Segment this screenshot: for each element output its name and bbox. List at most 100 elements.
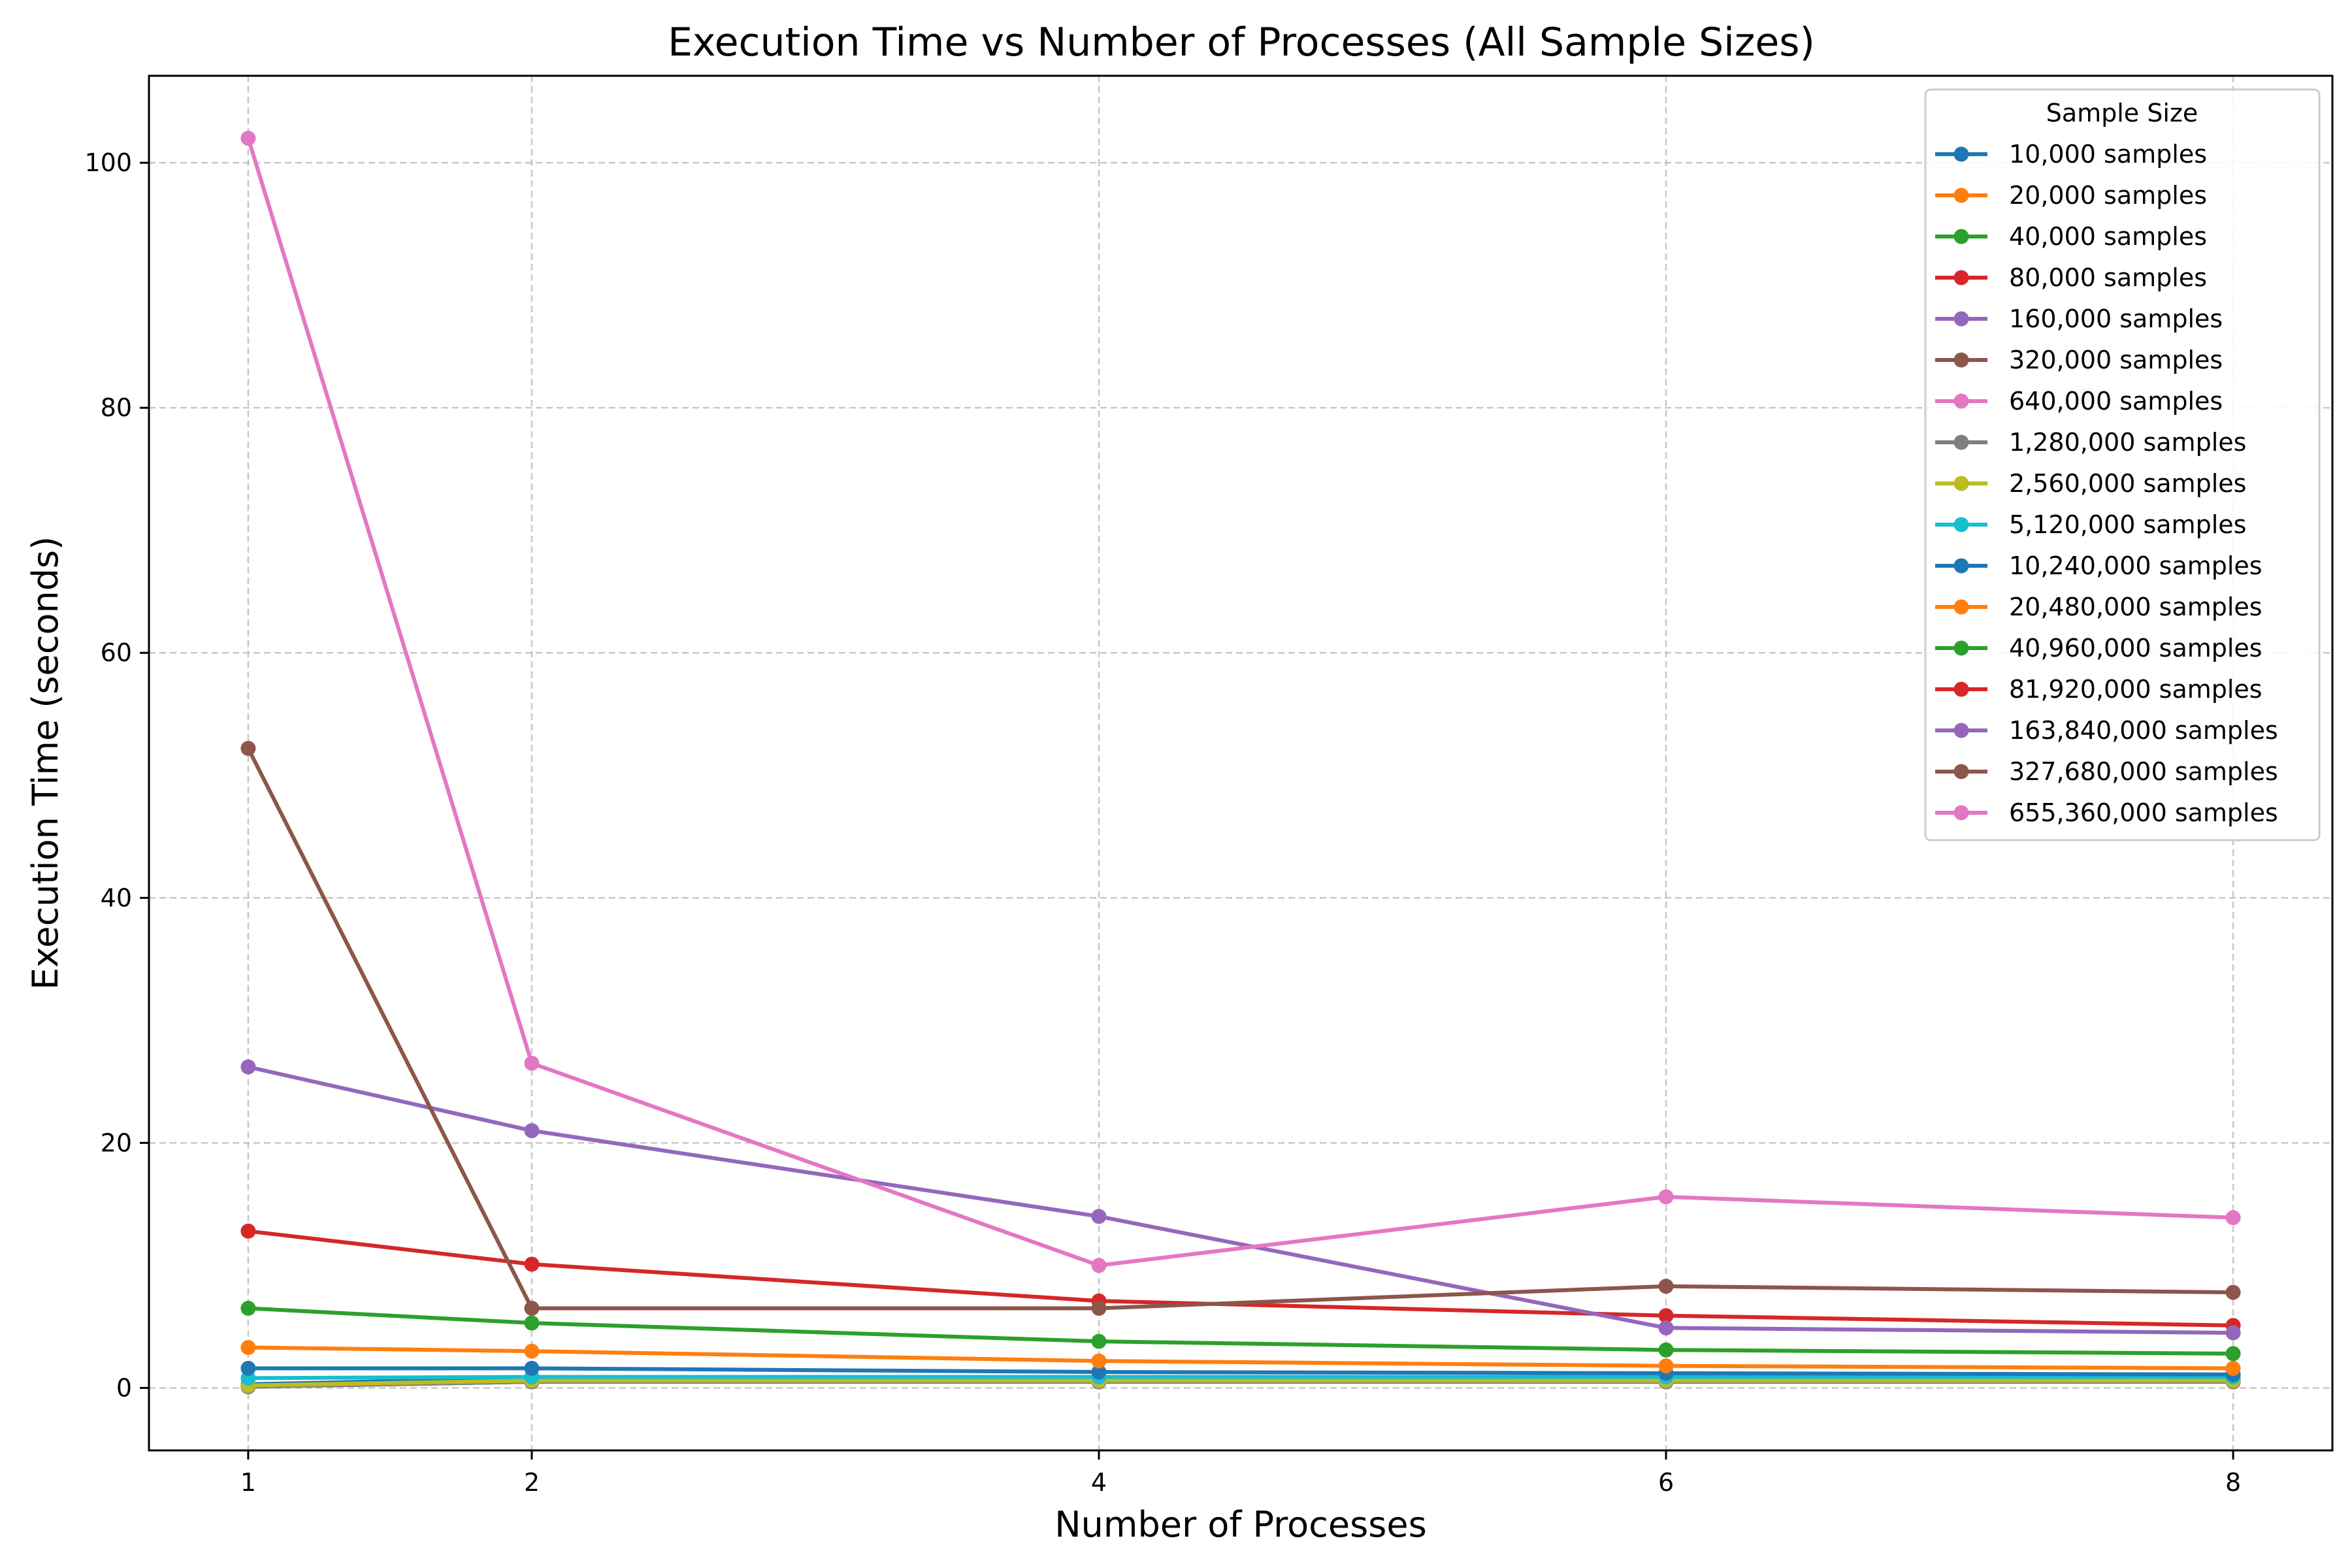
legend-label: 1,280,000 samples: [2009, 428, 2246, 457]
y-axis-label: Execution Time (seconds): [25, 536, 66, 990]
data-point: [524, 1315, 540, 1331]
legend-label: 10,000 samples: [2009, 140, 2207, 169]
series-15: [240, 1059, 2241, 1341]
data-point: [524, 1343, 540, 1359]
data-point: [1091, 1258, 1107, 1273]
legend-entries: 10,000 samples 20,000 samples 40,000 sampl…: [1935, 140, 2278, 827]
chart-title: Execution Time vs Number of Processes (A…: [668, 20, 1815, 65]
data-point: [240, 1339, 256, 1355]
plot-area-frame: [148, 74, 2334, 1452]
x-tick-label: 6: [1658, 1468, 1674, 1497]
legend-entry: 81,920,000 samples: [1935, 675, 2262, 704]
data-point: [2225, 1210, 2241, 1226]
legend-swatch-marker: [1953, 146, 1969, 162]
legend-entry: 80,000 samples: [1935, 263, 2207, 292]
x-tick-label: 8: [2225, 1468, 2241, 1497]
series-line: [248, 1375, 2234, 1380]
series-12: [240, 1339, 2241, 1376]
legend-swatch-marker: [1953, 558, 1969, 574]
data-point: [1091, 1300, 1107, 1316]
legend-swatch-marker: [1953, 434, 1969, 450]
legend-entry: 2,560,000 samples: [1935, 469, 2246, 498]
x-axis-label: Number of Processes: [1054, 1504, 1427, 1545]
legend-swatch-marker: [1953, 393, 1969, 409]
legend-swatch-marker: [1953, 681, 1969, 697]
legend: Sample Size 10,000 samples 20,000 samples…: [1924, 88, 2321, 841]
legend-label: 2,560,000 samples: [2009, 469, 2246, 498]
legend-swatch-marker: [1953, 517, 1969, 532]
y-tick-label: 100: [84, 148, 132, 177]
data-point: [524, 1123, 540, 1139]
legend-label: 81,920,000 samples: [2009, 675, 2262, 704]
legend-entry: 10,000 samples: [1935, 140, 2207, 169]
y-tick-label: 80: [101, 393, 132, 422]
x-tick-label: 2: [524, 1468, 540, 1497]
legend-entry: 163,840,000 samples: [1935, 716, 2278, 745]
data-point: [1091, 1353, 1107, 1369]
data-point: [1658, 1320, 1674, 1335]
series-16: [240, 740, 2241, 1316]
data-point: [2225, 1325, 2241, 1341]
legend-swatch-marker: [1953, 723, 1969, 738]
legend-swatch-marker: [1953, 764, 1969, 779]
legend-swatch-marker: [1953, 599, 1969, 615]
legend-swatch-marker: [1953, 805, 1969, 821]
data-point: [524, 1300, 540, 1316]
data-point: [1658, 1308, 1674, 1324]
legend-swatch-marker: [1953, 352, 1969, 368]
data-point: [1658, 1358, 1674, 1374]
data-point: [2225, 1360, 2241, 1376]
data-point: [524, 1256, 540, 1272]
legend-entry: 5,120,000 samples: [1935, 510, 2246, 539]
legend-entry: 40,960,000 samples: [1935, 634, 2262, 662]
legend-label: 327,680,000 samples: [2009, 757, 2278, 786]
data-point: [524, 1360, 540, 1376]
legend-swatch-marker: [1953, 229, 1969, 244]
data-point: [1091, 1333, 1107, 1349]
series-layer: [240, 131, 2241, 1394]
data-point: [240, 740, 256, 756]
y-tick-label: 20: [101, 1128, 132, 1157]
legend-label: 40,000 samples: [2009, 222, 2207, 251]
legend-label: 10,240,000 samples: [2009, 551, 2262, 580]
legend-swatch-marker: [1953, 188, 1969, 203]
legend-label: 160,000 samples: [2009, 304, 2223, 333]
data-point: [1091, 1209, 1107, 1224]
legend-label: 20,480,000 samples: [2009, 593, 2262, 621]
data-point: [240, 1059, 256, 1075]
legend-entry: 20,000 samples: [1935, 181, 2207, 210]
legend-label: 320,000 samples: [2009, 346, 2223, 374]
legend-entry: 640,000 samples: [1935, 387, 2223, 416]
legend-entry: 10,240,000 samples: [1935, 551, 2262, 580]
data-point: [1658, 1279, 1674, 1294]
legend-swatch-marker: [1953, 476, 1969, 491]
legend-label: 163,840,000 samples: [2009, 716, 2278, 745]
legend-entry: 320,000 samples: [1935, 346, 2223, 374]
legend-label: 5,120,000 samples: [2009, 510, 2246, 539]
data-point: [1658, 1342, 1674, 1358]
legend-label: 40,960,000 samples: [2009, 634, 2262, 662]
legend-entry: 655,360,000 samples: [1935, 798, 2278, 827]
legend-entry: 160,000 samples: [1935, 304, 2223, 333]
data-point: [524, 1055, 540, 1071]
legend-entry: 1,280,000 samples: [1935, 428, 2246, 457]
legend-entry: 40,000 samples: [1935, 222, 2207, 251]
data-point: [240, 131, 256, 146]
y-tick-label: 0: [116, 1373, 132, 1402]
legend-label: 80,000 samples: [2009, 263, 2207, 292]
legend-title: Sample Size: [2046, 99, 2198, 127]
legend-label: 640,000 samples: [2009, 387, 2223, 416]
legend-box: [1924, 88, 2321, 841]
data-point: [1658, 1189, 1674, 1205]
legend-entry: 20,480,000 samples: [1935, 593, 2262, 621]
y-tick-label: 40: [101, 883, 132, 912]
legend-label: 655,360,000 samples: [2009, 798, 2278, 827]
data-point: [1091, 1364, 1107, 1380]
series-17: [240, 131, 2241, 1273]
data-point: [240, 1360, 256, 1376]
data-point: [240, 1300, 256, 1316]
legend-swatch-marker: [1953, 311, 1969, 327]
data-point: [240, 1223, 256, 1239]
